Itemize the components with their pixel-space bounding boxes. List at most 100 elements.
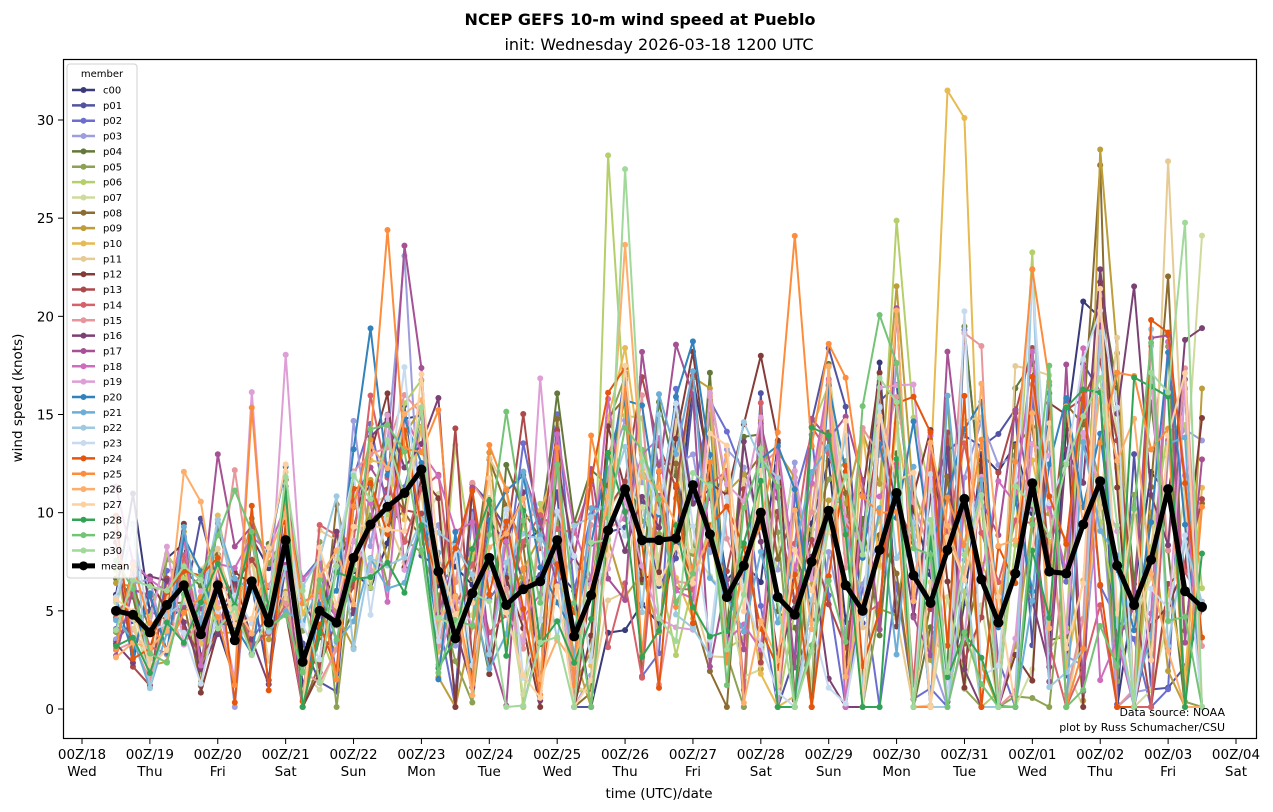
series-point-p30: [689, 470, 696, 477]
series-point-mean: [908, 570, 919, 581]
x-tick-label-day: Sun: [816, 764, 842, 780]
series-point-p29: [1131, 505, 1138, 512]
series-point-p19: [401, 566, 408, 573]
series-point-p12: [944, 578, 951, 585]
legend-label: p09: [103, 224, 122, 235]
series-point-p30: [944, 668, 951, 675]
legend-item-p19: p19: [72, 377, 122, 388]
series-point-p21: [808, 469, 815, 476]
series-point-p21: [757, 548, 764, 555]
series-point-p20: [452, 529, 459, 536]
legend-item-p16: p16: [72, 331, 122, 342]
series-point-p10: [944, 87, 951, 94]
series-point-p22: [503, 559, 510, 566]
series-point-p30: [672, 638, 679, 645]
series-point-p26: [1148, 570, 1155, 577]
series-point-mean: [127, 609, 138, 620]
series-point-p26: [333, 547, 340, 554]
series-point-p23: [503, 506, 510, 513]
series-point-p30: [384, 436, 391, 443]
series-point-mean: [925, 597, 936, 608]
series-point-mean: [670, 533, 681, 544]
series-point-p20: [1046, 461, 1053, 468]
x-tick-label-day: Wed: [1018, 764, 1047, 780]
series-point-mean: [687, 480, 698, 491]
series-point-p14: [367, 392, 374, 399]
series-point-p17: [927, 652, 934, 659]
series-point-p18: [554, 431, 561, 438]
series-point-p29: [554, 461, 561, 468]
series-point-p09: [825, 497, 832, 504]
series-point-p16: [1097, 266, 1104, 273]
series-point-p03: [774, 566, 781, 573]
series-point-p01: [995, 430, 1002, 437]
series-point-p24: [1114, 704, 1121, 711]
series-point-p24: [1182, 480, 1189, 487]
series-point-p06: [605, 152, 612, 159]
series-point-p23: [622, 532, 629, 539]
series-point-p01: [1131, 451, 1138, 458]
series-point-p19: [520, 638, 527, 645]
series-point-p14: [1148, 704, 1155, 711]
series-point-p22: [486, 651, 493, 658]
series-point-p21: [1182, 434, 1189, 441]
series-point-p16: [944, 445, 951, 452]
series-point-p22: [469, 571, 476, 578]
series-point-p07: [316, 686, 323, 693]
series-point-p30: [978, 491, 985, 498]
series-point-p28: [605, 449, 612, 456]
x-tick-label-day: Thu: [136, 764, 162, 780]
series-point-p24: [910, 393, 917, 400]
series-point-p30: [113, 627, 119, 634]
series-point-p21: [537, 532, 544, 539]
series-point-p12: [1199, 415, 1205, 422]
mean-layer: [111, 464, 1207, 667]
series-point-p25: [146, 620, 153, 627]
series-point-p28: [146, 669, 153, 676]
series-point-p17: [401, 242, 408, 249]
series-point-p23: [299, 622, 306, 629]
series-point-p14: [520, 538, 527, 545]
series-point-p29: [1182, 613, 1189, 620]
series-point-p14: [401, 538, 408, 545]
series-point-p29: [825, 577, 832, 584]
legend-label: p25: [103, 469, 122, 480]
series-point-p16: [1165, 542, 1172, 549]
series-point-p14: [639, 674, 646, 681]
legend-label: p05: [103, 162, 122, 173]
series-point-mean: [1078, 519, 1089, 530]
series-point-p24: [452, 545, 459, 552]
series-point-p02: [520, 440, 527, 447]
series-point-p13: [520, 411, 527, 418]
legend-swatch-marker: [80, 409, 87, 416]
series-point-p15: [639, 392, 646, 399]
series-point-p18: [503, 538, 510, 545]
series-point-p05: [1046, 704, 1053, 711]
series-point-p30: [1063, 461, 1070, 468]
series-point-mean: [212, 580, 223, 591]
series-point-c00: [757, 579, 764, 586]
series-point-mean: [246, 576, 257, 587]
series-point-p30: [197, 577, 204, 584]
series-point-p30: [520, 702, 527, 709]
series-point-p27: [1080, 580, 1087, 587]
series-point-p27: [231, 621, 238, 628]
series-point-p25: [791, 232, 798, 239]
series-point-p22: [740, 419, 747, 426]
series-point-p26: [842, 673, 849, 680]
series-point-p21: [689, 368, 696, 375]
series-point-p16: [180, 619, 187, 626]
series-point-p26: [622, 241, 629, 248]
series-point-p24: [842, 462, 849, 469]
series-point-p28: [774, 704, 781, 711]
series-point-p25: [1029, 266, 1036, 273]
series-point-p25: [520, 565, 527, 572]
credit-author: plot by Russ Schumacher/CSU: [1059, 721, 1225, 734]
series-point-p27: [248, 615, 255, 622]
series-point-p28: [486, 497, 493, 504]
series-point-p22: [774, 474, 781, 481]
series-point-mean: [569, 631, 580, 642]
series-point-p21: [944, 392, 951, 399]
series-point-p03: [825, 548, 832, 555]
series-point-p30: [231, 605, 238, 612]
